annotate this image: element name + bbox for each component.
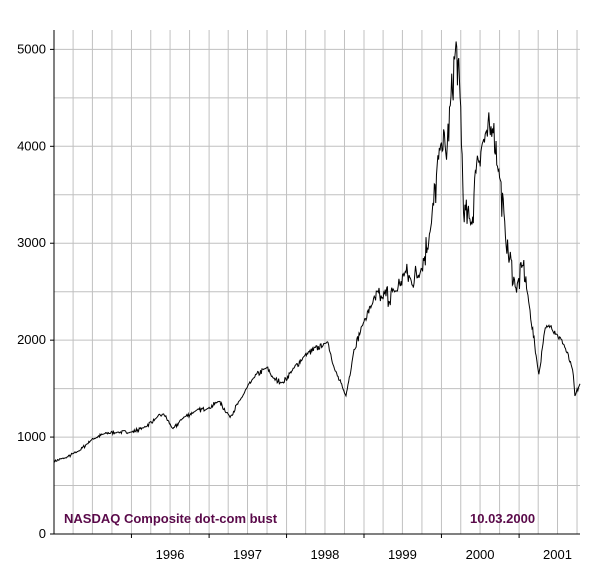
y-tick-label: 2000 xyxy=(17,332,46,347)
x-tick-label: 2001 xyxy=(543,547,572,562)
x-tick-label: 2000 xyxy=(466,547,495,562)
x-tick-label: 1996 xyxy=(156,547,185,562)
x-tick-label: 1999 xyxy=(388,547,417,562)
y-tick-label: 0 xyxy=(39,526,46,541)
series-line xyxy=(53,41,581,463)
horizontal-gridlines xyxy=(54,48,580,487)
y-tick-label: 3000 xyxy=(17,235,46,250)
annotation-title: NASDAQ Composite dot-com bust xyxy=(64,511,278,526)
x-tick-label: 1998 xyxy=(310,547,339,562)
x-tick-label: 1997 xyxy=(233,547,262,562)
y-tick-label: 1000 xyxy=(17,429,46,444)
annotation-date: 10.03.2000 xyxy=(470,511,535,526)
y-axis-ticks: 0 1000 2000 3000 4000 5000 xyxy=(17,41,54,541)
plot-background xyxy=(54,30,580,534)
y-tick-label: 4000 xyxy=(17,138,46,153)
y-tick-label: 5000 xyxy=(17,41,46,56)
x-axis-ticks: 1996 1997 1998 1999 2000 2001 xyxy=(130,534,572,562)
